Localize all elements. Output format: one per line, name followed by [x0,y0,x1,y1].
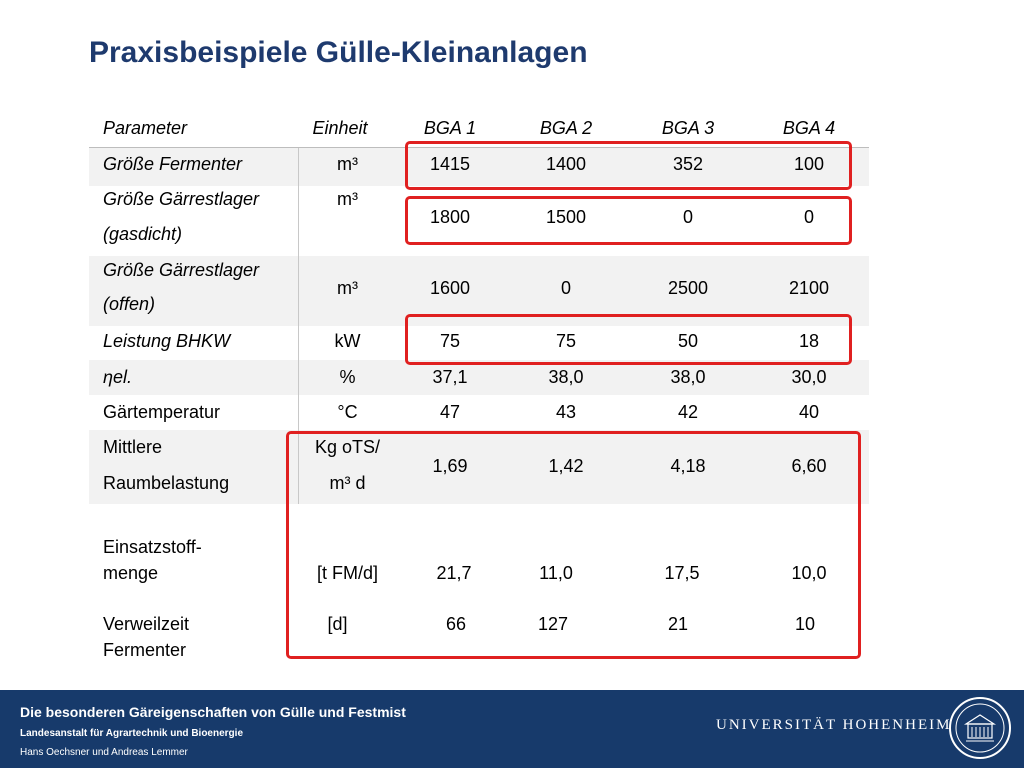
row-band [89,360,869,395]
row-label-temperatur: Gärtemperatur [103,402,221,422]
value-temperatur-bga1: 47 [439,402,461,422]
value-temperatur-bga2: 43 [555,402,577,422]
value-raumbelastung-bga4: 6,60 [791,456,827,476]
row-label-einsatzstoff-2: menge [103,563,159,583]
row-band [89,148,869,186]
value-verweilzeit-bga4: 10 [794,614,816,634]
row-label-fermenter: Größe Fermenter [103,154,243,174]
unit-einsatzstoff: [t FM/d] [316,563,378,583]
row-label-raumbelastung-1: Mittlere [103,437,163,457]
value-fermenter-bga4: 100 [793,154,825,174]
value-verweilzeit-bga1: 66 [445,614,467,634]
row-label-verweilzeit-1: Verweilzeit [103,614,190,634]
value-temperatur-bga3: 42 [677,402,699,422]
footer-authors: Hans Oechsner und Andreas Lemmer [20,747,188,758]
footer-institute: Landesanstalt für Agrartechnik und Bioen… [20,728,244,739]
row-label-raumbelastung-2: Raumbelastung [103,473,230,493]
row-label-leistung: Leistung BHKW [103,331,231,351]
highlight-box-leistung [405,314,852,365]
value-leistung-bga3: 50 [677,331,699,351]
value-gaerrest-offen-bga3: 2500 [667,278,709,298]
header-bga2: BGA 2 [539,118,593,138]
header-bga1: BGA 1 [423,118,477,138]
value-fermenter-bga3: 352 [672,154,704,174]
value-raumbelastung-bga2: 1,42 [548,456,584,476]
value-einsatzstoff-bga1: 21,7 [436,563,472,583]
row-label-einsatzstoff-1: Einsatzstoff- [103,537,202,557]
value-leistung-bga4: 18 [798,331,820,351]
value-einsatzstoff-bga3: 17,5 [664,563,700,583]
value-raumbelastung-bga1: 1,69 [432,456,468,476]
value-gaerrest-gas-bga4: 0 [803,207,814,227]
column-divider [298,148,299,504]
row-label-gaerrest-gas-1: Größe Gärrestlager [103,189,260,209]
unit-verweilzeit: [d] [327,614,348,634]
value-leistung-bga1: 75 [439,331,461,351]
highlight-box-fermenter [405,141,852,190]
row-label-eta: ηel. [103,367,133,387]
university-seal-icon [949,697,1011,759]
value-raumbelastung-bga3: 4,18 [670,456,706,476]
unit-raumbelastung-2: m³ d [329,473,366,493]
value-gaerrest-offen-bga4: 2100 [788,278,830,298]
row-label-gaerrest-offen-2: (offen) [103,294,156,314]
header-unit: Einheit [312,118,368,138]
value-verweilzeit-bga3: 21 [667,614,689,634]
unit-fermenter: m³ [337,154,358,174]
unit-gaerrest-gas: m³ [337,189,358,209]
unit-leistung: kW [334,331,361,351]
value-eta-bga4: 30,0 [791,367,827,387]
row-label-gaerrest-gas-2: (gasdicht) [103,224,183,244]
value-fermenter-bga1: 1415 [429,154,471,174]
highlight-box-gaerrest-gas [405,196,852,245]
slide-title: Praxisbeispiele Gülle-Kleinanlagen [89,36,588,69]
value-leistung-bga2: 75 [555,331,577,351]
footer-title: Die besonderen Gäreigenschaften von Güll… [20,704,406,720]
row-label-gaerrest-offen-1: Größe Gärrestlager [103,260,260,280]
value-einsatzstoff-bga4: 10,0 [791,563,827,583]
value-gaerrest-offen-bga1: 1600 [429,278,471,298]
header-bga4: BGA 4 [782,118,836,138]
value-gaerrest-gas-bga3: 0 [682,207,693,227]
value-eta-bga1: 37,1 [432,367,468,387]
unit-temperatur: °C [337,402,358,422]
value-gaerrest-offen-bga2: 0 [560,278,571,298]
footer-bar: Die besonderen Gäreigenschaften von Güll… [0,690,1024,768]
value-einsatzstoff-bga2: 11,0 [539,563,573,583]
row-band [89,430,869,504]
header-divider [89,147,869,148]
value-fermenter-bga2: 1400 [545,154,587,174]
value-eta-bga3: 38,0 [670,367,706,387]
highlight-box-raumbelastung [286,431,861,659]
value-gaerrest-gas-bga2: 1500 [545,207,587,227]
value-gaerrest-gas-bga1: 1800 [429,207,471,227]
header-bga3: BGA 3 [661,118,715,138]
header-parameter: Parameter [103,118,188,138]
unit-raumbelastung-1: Kg oTS/ [314,437,381,457]
value-temperatur-bga4: 40 [798,402,820,422]
unit-eta: % [339,367,356,387]
value-verweilzeit-bga2: 127 [537,614,569,634]
row-label-verweilzeit-2: Fermenter [103,640,187,660]
value-eta-bga2: 38,0 [548,367,584,387]
university-name: UNIVERSITÄT HOHENHEIM [716,717,952,733]
unit-gaerrest-offen: m³ [337,278,358,298]
